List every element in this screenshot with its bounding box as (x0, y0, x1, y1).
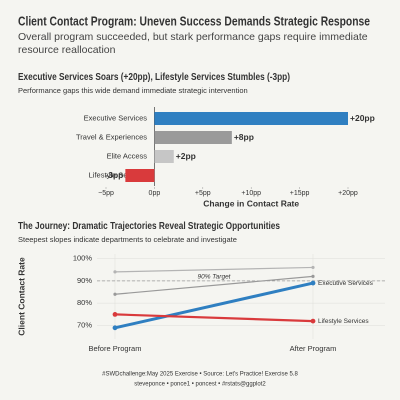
y-tick-label: 100% (73, 253, 93, 262)
point (310, 318, 316, 324)
x-tick-label: +5pp (195, 190, 211, 197)
chart-subtitle: Steepest slopes indicate departments to … (18, 235, 237, 244)
series-line (114, 275, 314, 295)
chart-title: Executive Services Soars (+20pp), Lifest… (18, 71, 290, 83)
point (310, 280, 316, 286)
x-tick-label: 0pp (149, 190, 161, 197)
category-label: Travel & Experiences (76, 132, 147, 141)
point (112, 325, 118, 331)
value-label: +2pp (176, 151, 196, 161)
y-tick-label: 70% (77, 321, 92, 330)
bar (154, 131, 232, 144)
x-tick-label: +15pp (290, 190, 310, 197)
page-title: Client Contact Program: Uneven Success D… (18, 13, 370, 28)
y-tick-label: 90% (77, 276, 92, 285)
value-label: +8pp (234, 132, 254, 142)
point (311, 274, 315, 278)
series-label: Executive Services (318, 280, 374, 287)
x-tick-label: Before Program (89, 344, 142, 353)
point (113, 292, 117, 296)
value-label: -3pp (105, 170, 123, 180)
point (311, 265, 315, 270)
category-label: Elite Access (107, 151, 148, 160)
series-label: Lifestyle Services (318, 318, 369, 325)
series-line (114, 281, 314, 330)
bar (154, 112, 348, 125)
caption: #SWDchallenge:May 2025 Exercise • Source… (102, 372, 298, 378)
x-axis-label: Change in Contact Rate (203, 198, 299, 208)
bar (154, 150, 174, 163)
y-tick-label: 80% (77, 298, 92, 307)
chart-subtitle: Performance gaps this wide demand immedi… (18, 86, 248, 95)
y-axis-label: Client Contact Rate (16, 257, 26, 336)
caption: steveponce • ponce1 • poncest • #rstats@… (134, 382, 266, 388)
x-tick-label: After Program (290, 344, 337, 353)
x-tick-label: +10pp (241, 190, 261, 197)
category-label: Executive Services (84, 113, 148, 122)
series-line (114, 313, 314, 323)
reference-label: 90% Target (197, 274, 231, 281)
series-line (114, 266, 314, 273)
chart-title: The Journey: Dramatic Trajectories Revea… (18, 220, 280, 232)
point (113, 270, 117, 274)
point (112, 311, 118, 317)
x-tick-label: +20pp (338, 190, 358, 197)
value-label: +20pp (350, 113, 375, 123)
page-subtitle: Overall program succeeded, but stark per… (18, 31, 368, 56)
category-label: Lifestyle Services (89, 170, 148, 179)
bar (125, 169, 155, 182)
x-tick-label: −5pp (98, 190, 114, 197)
